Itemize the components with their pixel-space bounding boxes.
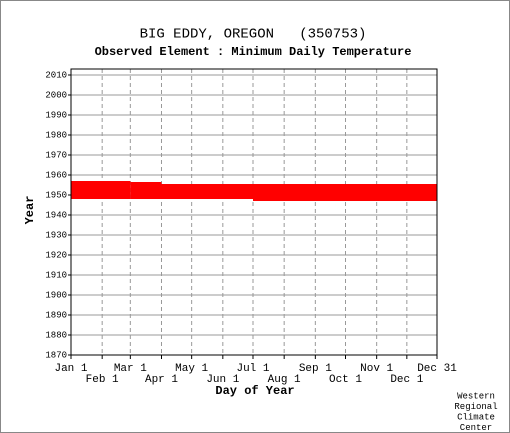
y-tick-label: 1870 [45,350,67,360]
x-tick-label: Sep 1 [299,363,332,375]
y-tick-label: 1950 [45,190,67,200]
y-tick-label: 1910 [45,270,67,280]
y-tick-label: 1890 [45,310,67,320]
coverage-bar [252,184,437,201]
credit-text: Center [460,423,492,433]
coverage-bar [130,182,162,199]
y-axis-label: Year [23,196,37,225]
y-tick-label: 1880 [45,330,67,340]
y-tick-label: 1980 [45,130,67,140]
x-tick-label: Jun 1 [206,374,239,386]
y-tick-label: 2000 [45,90,67,100]
x-tick-label: Aug 1 [268,374,301,386]
plot-border [70,68,438,356]
coverage-bar [71,181,131,199]
credit-text: Climate [457,412,495,422]
x-tick-label: Oct 1 [329,374,362,386]
x-tick-label: Jul 1 [236,363,269,375]
y-tick-label: 1990 [45,110,67,120]
x-tick-label: Feb 1 [86,374,119,386]
y-tick-label: 1940 [45,210,67,220]
x-tick-label: Dec 1 [390,374,423,386]
coverage-bar [161,184,253,199]
y-tick-label: 1930 [45,230,67,240]
y-tick-label: 1970 [45,150,67,160]
x-tick-label: May 1 [175,363,208,375]
y-tick-label: 1900 [45,290,67,300]
x-tick-label: Jan 1 [54,363,87,375]
y-tick-label: 1920 [45,250,67,260]
y-tick-label: 1960 [45,170,67,180]
chart-subtitle: Observed Element : Minimum Daily Tempera… [95,45,412,59]
credit-text: Western [457,391,495,401]
y-tick-label: 2010 [45,70,67,80]
x-axis-label: Day of Year [215,384,294,398]
x-tick-label: Apr 1 [145,374,178,386]
credit-text: Regional [454,402,497,412]
chart-title: BIG EDDY, OREGON (350753) [140,27,367,43]
x-tick-label: Mar 1 [114,363,147,375]
x-tick-label: Nov 1 [360,363,393,375]
x-tick-label: Dec 31 [417,363,457,375]
